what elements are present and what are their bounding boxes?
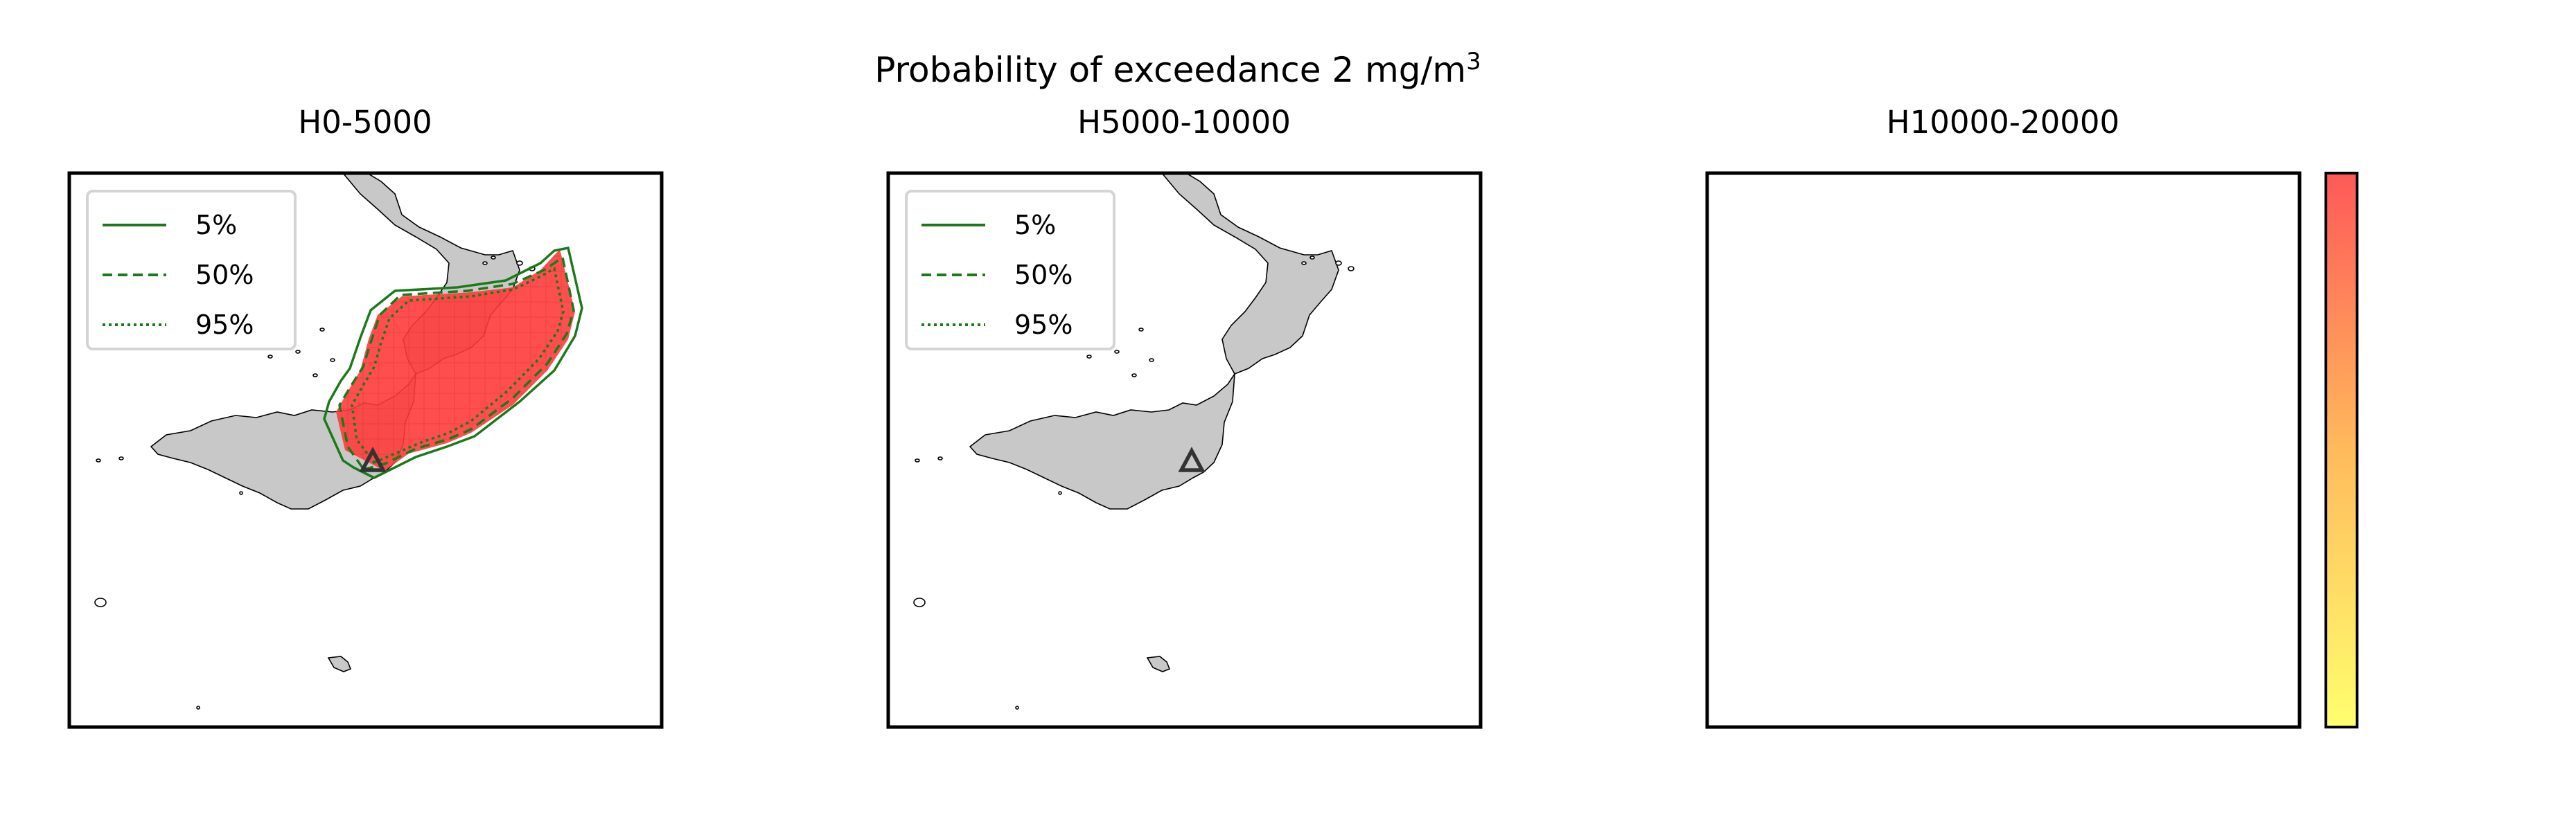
islet — [1131, 373, 1137, 377]
islet — [1015, 706, 1019, 710]
map-area — [1707, 173, 2300, 727]
legend-label: 50% — [195, 260, 254, 290]
contour-50pct — [338, 256, 575, 472]
islet — [482, 261, 488, 265]
islet — [1335, 260, 1342, 266]
islet — [196, 706, 200, 710]
islet — [1301, 261, 1307, 265]
islet — [118, 456, 124, 460]
panel-2: H5000-10000 5% 50% 95% — [886, 104, 1483, 729]
islet — [1348, 266, 1355, 271]
legend-box — [86, 190, 297, 350]
vent-marker-icon — [359, 447, 387, 472]
colorbar-frame — [2324, 172, 2358, 728]
legend-label: 5% — [195, 210, 237, 240]
legend-label: 95% — [1014, 310, 1073, 340]
legend: 5% 50% 95% — [86, 190, 297, 350]
legend-label: 50% — [1014, 260, 1073, 290]
colorbar-fill — [2326, 173, 2357, 727]
islet — [913, 598, 926, 607]
panel-3: H10000-20000 — [1705, 104, 2302, 729]
islet — [295, 350, 301, 354]
map-frame — [1705, 171, 2302, 729]
legend-label: 5% — [1014, 210, 1056, 240]
islet — [915, 458, 920, 463]
legend: 5% 50% 95% — [905, 190, 1115, 350]
islet — [1138, 328, 1144, 332]
legend-box — [905, 190, 1115, 350]
islet — [1149, 358, 1154, 362]
colorbar — [2324, 172, 2358, 728]
islet — [1309, 256, 1315, 260]
calabria-landmass — [1161, 173, 1339, 375]
legend-label: 95% — [195, 310, 254, 340]
probability-area — [336, 249, 575, 471]
islet — [1086, 355, 1092, 359]
islet — [330, 358, 335, 362]
vent-marker-icon — [1178, 447, 1206, 472]
triangle-icon — [1178, 447, 1206, 472]
islet — [1058, 491, 1062, 495]
islet — [267, 355, 273, 359]
islet — [319, 328, 325, 332]
triangle-icon — [359, 447, 387, 472]
figure-title: Probability of exceedance 2 mg/m3 — [874, 48, 1481, 90]
land-mass — [913, 173, 1355, 710]
contour-5pct — [323, 246, 583, 479]
islet — [94, 598, 107, 607]
map-frame — [67, 171, 664, 729]
map-frame — [886, 171, 1483, 729]
sicily-landmass — [969, 372, 1236, 510]
contour-lines — [323, 246, 583, 479]
malta-landmass — [1146, 656, 1171, 672]
islet — [239, 491, 243, 495]
panel-1: H0-5000 5% 50% 95% — [67, 104, 664, 729]
islet — [96, 458, 101, 463]
islet — [516, 260, 523, 266]
islet — [491, 256, 496, 260]
panel-subtitle: H10000-20000 — [1887, 104, 2119, 141]
malta-landmass — [327, 656, 352, 672]
islet — [1114, 350, 1120, 354]
contour-95pct — [351, 267, 565, 465]
islet — [937, 456, 943, 460]
panel-subtitle: H5000-10000 — [1077, 104, 1291, 141]
panel-subtitle: H0-5000 — [298, 104, 432, 141]
islet — [312, 373, 318, 377]
